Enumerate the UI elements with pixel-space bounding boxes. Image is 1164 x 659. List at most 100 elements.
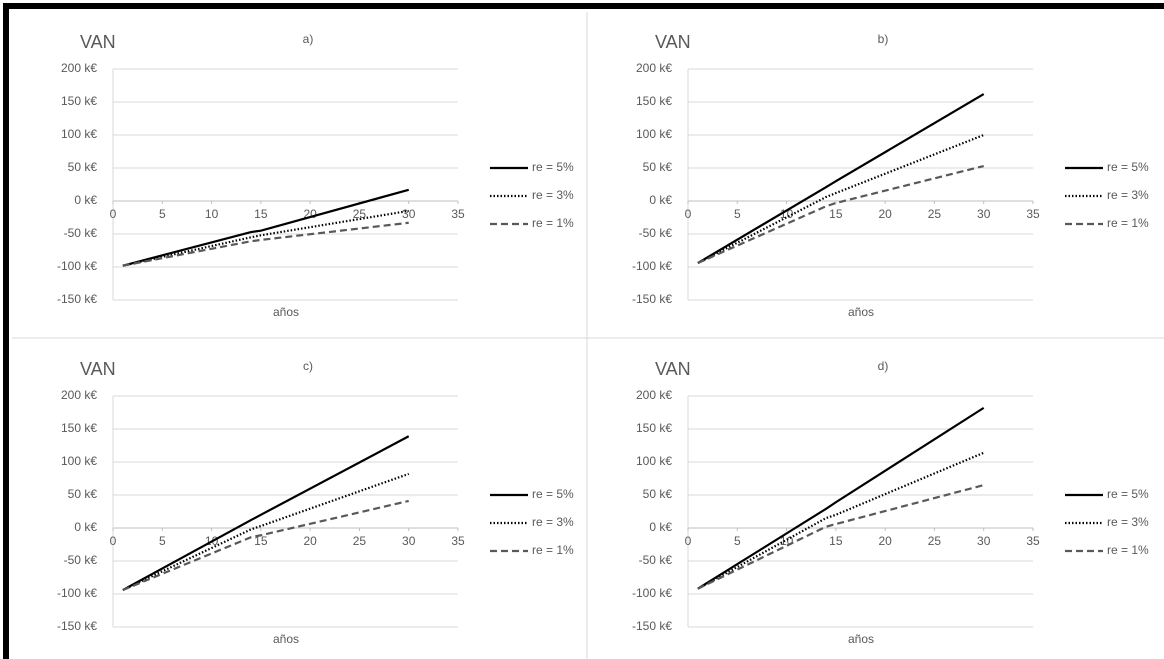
legend-label: re = 3% bbox=[532, 188, 574, 202]
x-tick-label: 25 bbox=[353, 534, 367, 548]
x-tick-label: 5 bbox=[734, 534, 741, 548]
legend-label: re = 1% bbox=[532, 216, 574, 230]
y-tick-label: 0 k€ bbox=[74, 193, 97, 207]
series-line bbox=[697, 484, 984, 590]
x-tick-label: 0 bbox=[110, 207, 117, 221]
legend-label: re = 3% bbox=[532, 515, 574, 529]
x-axis-title: años bbox=[848, 305, 874, 319]
legend-label: re = 1% bbox=[1107, 216, 1149, 230]
x-tick-label: 5 bbox=[159, 534, 166, 548]
x-tick-label: 35 bbox=[451, 534, 465, 548]
x-tick-label: 0 bbox=[110, 534, 117, 548]
y-tick-label: -50 k€ bbox=[64, 226, 98, 240]
x-axis-title: años bbox=[273, 632, 299, 646]
y-tick-label: 100 k€ bbox=[61, 127, 97, 141]
y-tick-label: 100 k€ bbox=[636, 454, 672, 468]
x-axis-title: años bbox=[848, 632, 874, 646]
y-tick-label: 150 k€ bbox=[636, 421, 672, 435]
x-tick-label: 20 bbox=[878, 534, 892, 548]
legend-label: re = 5% bbox=[1107, 160, 1149, 174]
chart-panel: c) VAN años -150 k€ -100 k€ -50 k€ 0 k€ 50 k€ 10… bbox=[57, 359, 574, 646]
chart-title: c) bbox=[303, 359, 313, 373]
y-tick-label: 0 k€ bbox=[649, 193, 672, 207]
y-tick-label: 200 k€ bbox=[61, 61, 97, 75]
series-line bbox=[122, 435, 410, 592]
y-tick-label: -150 k€ bbox=[57, 619, 97, 633]
x-tick-label: 25 bbox=[928, 534, 942, 548]
y-tick-label: 150 k€ bbox=[61, 94, 97, 108]
y-tick-label: 100 k€ bbox=[61, 454, 97, 468]
series-line bbox=[122, 499, 409, 592]
chart-panel: b) VAN años -150 k€ -100 k€ -50 k€ 0 k€ 50 k€ 10… bbox=[632, 32, 1149, 319]
y-tick-label: 200 k€ bbox=[636, 388, 672, 402]
x-tick-label: 35 bbox=[1026, 207, 1040, 221]
series-line bbox=[697, 164, 984, 265]
x-tick-label: 15 bbox=[254, 207, 268, 221]
x-tick-label: 15 bbox=[254, 534, 268, 548]
y-tick-label: 50 k€ bbox=[643, 160, 673, 174]
y-tick-label: -100 k€ bbox=[632, 586, 672, 600]
x-tick-label: 15 bbox=[829, 207, 843, 221]
y-tick-label: 200 k€ bbox=[636, 61, 672, 75]
x-tick-label: 20 bbox=[878, 207, 892, 221]
x-tick-label: 15 bbox=[829, 534, 843, 548]
chart-title: a) bbox=[303, 32, 314, 46]
y-axis-title: VAN bbox=[80, 32, 116, 52]
y-tick-label: -100 k€ bbox=[57, 259, 97, 273]
x-tick-label: 10 bbox=[780, 207, 794, 221]
frame bbox=[3, 3, 1164, 659]
y-axis-title: VAN bbox=[655, 32, 691, 52]
legend-label: re = 1% bbox=[1107, 543, 1149, 557]
series-line bbox=[697, 451, 985, 590]
x-tick-label: 20 bbox=[303, 534, 317, 548]
x-tick-label: 5 bbox=[159, 207, 166, 221]
x-tick-label: 25 bbox=[928, 207, 942, 221]
legend-label: re = 3% bbox=[1107, 515, 1149, 529]
legend-label: re = 5% bbox=[532, 160, 574, 174]
x-tick-label: 35 bbox=[451, 207, 465, 221]
x-tick-label: 0 bbox=[685, 207, 692, 221]
chart-panel: a) VAN años -150 k€ -100 k€ -50 k€ 0 k€ 50 k€ 10… bbox=[57, 32, 574, 319]
y-tick-label: 50 k€ bbox=[68, 160, 98, 174]
series-line bbox=[122, 472, 410, 592]
y-tick-label: -50 k€ bbox=[639, 226, 673, 240]
x-tick-label: 30 bbox=[402, 534, 416, 548]
x-axis-title: años bbox=[273, 305, 299, 319]
y-axis-title: VAN bbox=[80, 359, 116, 379]
legend-label: re = 3% bbox=[1107, 188, 1149, 202]
y-tick-label: 0 k€ bbox=[649, 520, 672, 534]
legend-label: re = 5% bbox=[532, 487, 574, 501]
legend-label: re = 5% bbox=[1107, 487, 1149, 501]
y-tick-label: -50 k€ bbox=[639, 553, 673, 567]
series-line bbox=[122, 188, 410, 267]
y-tick-label: -100 k€ bbox=[57, 586, 97, 600]
x-tick-label: 30 bbox=[977, 534, 991, 548]
y-tick-label: -150 k€ bbox=[632, 292, 672, 306]
y-tick-label: -150 k€ bbox=[632, 619, 672, 633]
x-tick-label: 25 bbox=[353, 207, 367, 221]
y-tick-label: 200 k€ bbox=[61, 388, 97, 402]
y-tick-label: -50 k€ bbox=[64, 553, 98, 567]
legend-label: re = 1% bbox=[532, 543, 574, 557]
chart-title: d) bbox=[878, 359, 889, 373]
y-axis-title: VAN bbox=[655, 359, 691, 379]
y-tick-label: 50 k€ bbox=[68, 487, 98, 501]
y-tick-label: -150 k€ bbox=[57, 292, 97, 306]
y-tick-label: 0 k€ bbox=[74, 520, 97, 534]
series-line bbox=[122, 221, 409, 267]
x-tick-label: 0 bbox=[685, 534, 692, 548]
y-tick-label: 50 k€ bbox=[643, 487, 673, 501]
y-tick-label: 150 k€ bbox=[636, 94, 672, 108]
x-tick-label: 35 bbox=[1026, 534, 1040, 548]
x-tick-label: 30 bbox=[402, 207, 416, 221]
y-tick-label: 150 k€ bbox=[61, 421, 97, 435]
x-tick-label: 5 bbox=[734, 207, 741, 221]
chart-title: b) bbox=[878, 32, 889, 46]
chart-panel: d) VAN años -150 k€ -100 k€ -50 k€ 0 k€ 50 k€ 10… bbox=[632, 359, 1149, 646]
y-tick-label: 100 k€ bbox=[636, 127, 672, 141]
x-tick-label: 10 bbox=[205, 207, 219, 221]
y-tick-label: -100 k€ bbox=[632, 259, 672, 273]
series-line bbox=[697, 93, 985, 264]
